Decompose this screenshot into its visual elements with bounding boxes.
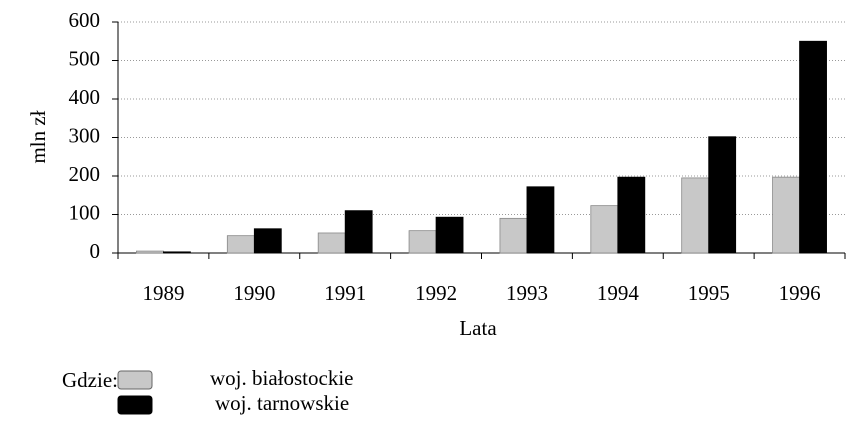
bar: [435, 216, 464, 254]
bar: [253, 228, 282, 254]
bar: [226, 235, 255, 254]
bar: [136, 250, 164, 254]
y-tick-label: 100: [69, 200, 101, 224]
y-tick-label: 400: [69, 85, 101, 109]
bar: [499, 217, 528, 254]
bar: [317, 232, 346, 254]
y-tick-label: 200: [69, 162, 101, 186]
y-axis-label: mln zł: [26, 110, 50, 163]
bar: [526, 186, 555, 254]
bar: [772, 176, 800, 254]
legend-swatch: [117, 370, 153, 390]
x-tick-label: 1991: [324, 281, 366, 305]
x-tick-label: 1989: [142, 281, 184, 305]
legend-title: Gdzie:: [62, 368, 118, 392]
bar: [344, 210, 373, 254]
bar: [681, 177, 710, 254]
bar: [799, 40, 827, 254]
x-axis-label: Lata: [459, 316, 497, 340]
bar: [617, 176, 646, 254]
bar: [590, 205, 619, 254]
y-tick-label: 300: [69, 123, 101, 147]
bar: [408, 230, 437, 254]
bar: [163, 251, 191, 254]
legend-swatch: [117, 395, 153, 415]
y-tick-label: 500: [69, 46, 101, 70]
x-tick-label: 1992: [415, 281, 457, 305]
legend-label: woj. białostockie: [210, 366, 353, 390]
y-tick-label: 600: [69, 8, 101, 32]
x-tick-label: 1994: [597, 281, 640, 305]
x-tick-label: 1995: [688, 281, 730, 305]
x-tick-label: 1993: [506, 281, 548, 305]
legend-label: woj. tarnowskie: [215, 391, 349, 415]
y-tick-label: 0: [90, 239, 101, 263]
x-tick-label: 1990: [233, 281, 275, 305]
bar: [708, 136, 737, 254]
x-tick-label: 1996: [779, 281, 821, 305]
